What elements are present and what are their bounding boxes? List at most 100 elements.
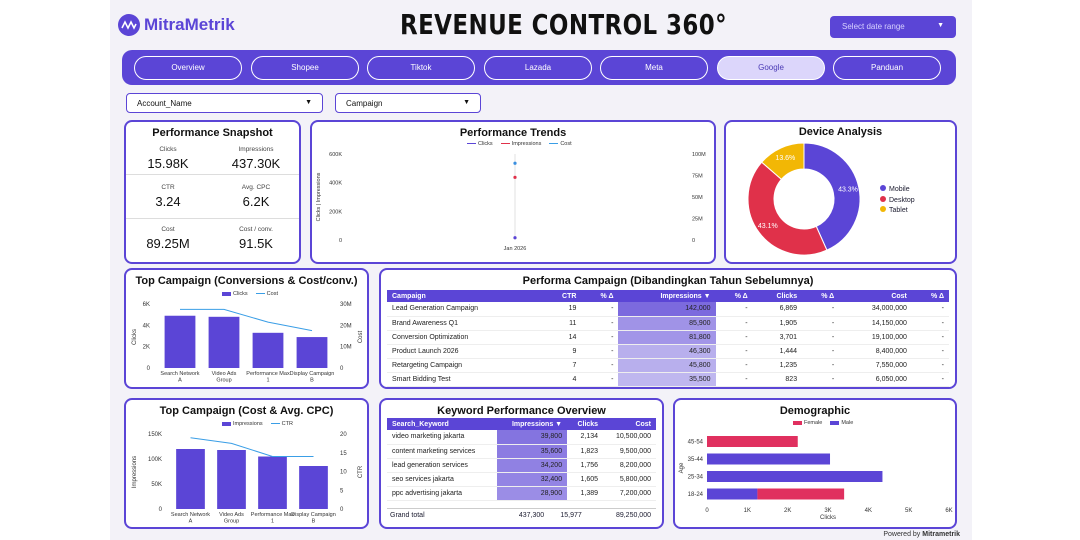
date-range-picker[interactable]: Select date range ▼ [830, 16, 956, 38]
table-cell: 7,200,000 [603, 486, 656, 501]
table-cell: - [715, 372, 753, 387]
table-cell: 46,300 [618, 344, 716, 359]
slice-label: 43.3% [838, 187, 858, 194]
bar [176, 449, 205, 509]
axis-label: Clicks [132, 329, 138, 345]
tab-lazada[interactable]: Lazada [484, 56, 592, 80]
x-tick-label: Display Campaign [290, 371, 335, 377]
x-tick-label: 4K [865, 508, 872, 514]
y-tick-label: 50K [151, 482, 162, 488]
column-header[interactable]: Campaign [387, 290, 543, 302]
legend-label: Impressions [233, 421, 263, 427]
y-tick-label: 18-24 [688, 492, 704, 498]
kpi-label: Cost / conv. [239, 226, 273, 233]
column-header[interactable]: Impressions ▼ [496, 418, 568, 430]
table-cell: - [911, 302, 949, 317]
tab-meta[interactable]: Meta [600, 56, 708, 80]
table-cell: - [911, 344, 949, 359]
y2-tick-label: 5 [340, 488, 344, 494]
series-line [190, 437, 314, 457]
x-tick-label: 5K [905, 508, 912, 514]
legend-label: Clicks [233, 291, 248, 297]
table-row: content marketing services 35,600 1,823 9,5… [387, 444, 656, 459]
x-tick-label: Group [224, 519, 239, 525]
column-header[interactable]: % Δ [911, 290, 949, 302]
total-clicks: 15,977 [560, 511, 582, 519]
top-cpc-title: Top Campaign (Cost & Avg. CPC) [159, 405, 334, 417]
table-cell: - [911, 372, 949, 387]
table-cell: 19,100,000 [839, 330, 912, 345]
legend-label: Female [804, 420, 823, 426]
kpi-label: Avg. CPC [241, 184, 271, 191]
table-cell: 1,235 [752, 358, 803, 373]
tab-google[interactable]: Google [717, 56, 825, 80]
bar [217, 450, 246, 509]
column-header[interactable]: Cost [839, 290, 912, 302]
legend-label: Cost [266, 291, 278, 297]
campaign-dropdown-value: Campaign [346, 99, 383, 108]
column-header[interactable]: % Δ [715, 290, 753, 302]
column-header[interactable]: Search_Keyword [387, 418, 497, 430]
kpi-label: Clicks [159, 146, 177, 153]
total-cost: 89,250,000 [615, 511, 651, 519]
tab-tiktok[interactable]: Tiktok [367, 56, 475, 80]
table-cell: 14 [542, 330, 582, 345]
column-header[interactable]: Impressions ▼ [618, 290, 716, 302]
legend-label: Tablet [889, 207, 908, 214]
table-cell: 34,200 [496, 458, 568, 473]
table-cell: seo services jakarta [387, 472, 497, 487]
footer-brand: Mitrametrik [922, 531, 960, 538]
logo-icon [118, 14, 140, 36]
tab-overview[interactable]: Overview [134, 56, 242, 80]
legend-item: Clicks [467, 141, 493, 147]
table-cell: - [581, 302, 619, 317]
legend-item: Male [830, 420, 853, 426]
bar-male [707, 453, 831, 465]
x-tick-label: Video Ads [212, 371, 237, 377]
tab-shopee[interactable]: Shopee [251, 56, 359, 80]
table-cell: - [802, 372, 840, 387]
y2-tick-label: 0 [692, 238, 695, 244]
y2-tick-label: 25M [692, 217, 703, 223]
nav-bar: Overview Shopee Tiktok Lazada Meta Googl… [122, 50, 956, 85]
device-analysis-card: Device Analysis 43.3% 43.1% 13.6% Mobile D… [724, 120, 957, 264]
point-clicks [513, 236, 517, 240]
table-cell: - [581, 372, 619, 387]
table-cell: Brand Awareness Q1 [387, 316, 543, 331]
top-conv-legend: Clicks Cost [222, 291, 278, 297]
bar [299, 466, 328, 509]
device-donut-chart: 43.3% 43.1% 13.6% [747, 142, 861, 256]
table-row: Lead Generation Campaign 19-142,000-6,869… [387, 302, 949, 317]
table-cell: 19 [542, 302, 582, 317]
y2-tick-label: 50M [692, 195, 703, 201]
total-impressions: 437,300 [518, 511, 545, 519]
y2-tick-label: 15 [340, 451, 347, 457]
x-tick-label: 1K [744, 508, 751, 514]
column-header[interactable]: Clicks [752, 290, 803, 302]
slice-label: 43.1% [758, 223, 778, 230]
column-header[interactable]: CTR [542, 290, 582, 302]
column-header[interactable]: Cost [603, 418, 656, 430]
table-cell: - [802, 344, 840, 359]
account-dropdown[interactable]: Account_Name ▼ [126, 93, 323, 113]
table-row: lead generation services 34,200 1,756 8,200… [387, 458, 656, 473]
column-header[interactable]: Clicks [567, 418, 604, 430]
x-tick-label: B [312, 519, 316, 525]
kpi-value: 89.25M [146, 236, 190, 251]
top-campaign-cpc-card: Top Campaign (Cost & Avg. CPC) Impressio… [124, 398, 369, 529]
column-header[interactable]: % Δ [581, 290, 619, 302]
column-header[interactable]: % Δ [802, 290, 840, 302]
tab-panduan[interactable]: Panduan [833, 56, 941, 80]
top-campaign-conv-card: Top Campaign (Conversions & Cost/conv.) … [124, 268, 369, 389]
table-cell: 39,800 [496, 430, 568, 445]
table-cell: - [802, 330, 840, 345]
campaign-dropdown[interactable]: Campaign ▼ [335, 93, 481, 113]
table-row: Product Launch 2026 9-46,300-1,444-8,400,… [387, 344, 949, 359]
table-cell: - [911, 316, 949, 331]
legend-item: Impressions [222, 421, 263, 427]
x-tick-label: 1 [271, 519, 274, 525]
kpi-value: 91.5K [239, 236, 273, 251]
performance-snapshot-card: Performance Snapshot Clicks 15.98K Impres… [124, 120, 301, 264]
legend-label: Clicks [478, 141, 493, 147]
